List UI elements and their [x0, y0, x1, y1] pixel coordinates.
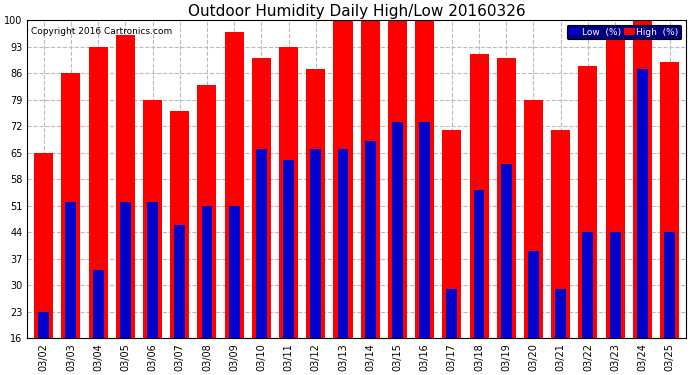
- Bar: [337, 149, 348, 375]
- Bar: [551, 130, 570, 375]
- Title: Outdoor Humidity Daily High/Low 20160326: Outdoor Humidity Daily High/Low 20160326: [188, 4, 525, 19]
- Bar: [225, 32, 244, 375]
- Bar: [420, 122, 430, 375]
- Bar: [365, 141, 375, 375]
- Bar: [143, 100, 162, 375]
- Bar: [524, 100, 543, 375]
- Bar: [528, 251, 539, 375]
- Bar: [361, 20, 380, 375]
- Bar: [446, 289, 457, 375]
- Bar: [555, 289, 566, 375]
- Bar: [229, 206, 239, 375]
- Text: Copyright 2016 Cartronics.com: Copyright 2016 Cartronics.com: [30, 27, 172, 36]
- Bar: [61, 73, 81, 375]
- Bar: [637, 69, 648, 375]
- Bar: [473, 190, 484, 375]
- Bar: [310, 149, 322, 375]
- Bar: [660, 62, 679, 375]
- Bar: [252, 58, 271, 375]
- Bar: [610, 232, 620, 375]
- Bar: [606, 36, 624, 375]
- Bar: [38, 312, 49, 375]
- Bar: [66, 202, 77, 375]
- Bar: [92, 270, 104, 375]
- Bar: [469, 54, 489, 375]
- Bar: [170, 111, 189, 375]
- Bar: [175, 225, 185, 375]
- Bar: [201, 206, 213, 375]
- Bar: [415, 20, 434, 375]
- Bar: [279, 47, 298, 375]
- Legend: Low  (%), High  (%): Low (%), High (%): [566, 25, 681, 39]
- Bar: [197, 85, 217, 375]
- Bar: [664, 232, 675, 375]
- Bar: [34, 153, 53, 375]
- Bar: [306, 69, 325, 375]
- Bar: [497, 58, 516, 375]
- Bar: [88, 47, 108, 375]
- Bar: [633, 20, 652, 375]
- Bar: [582, 232, 593, 375]
- Bar: [120, 202, 131, 375]
- Bar: [147, 202, 158, 375]
- Bar: [442, 130, 462, 375]
- Bar: [578, 66, 598, 375]
- Bar: [501, 164, 512, 375]
- Bar: [333, 20, 353, 375]
- Bar: [392, 122, 403, 375]
- Bar: [256, 149, 267, 375]
- Bar: [388, 20, 407, 375]
- Bar: [116, 36, 135, 375]
- Bar: [283, 160, 294, 375]
